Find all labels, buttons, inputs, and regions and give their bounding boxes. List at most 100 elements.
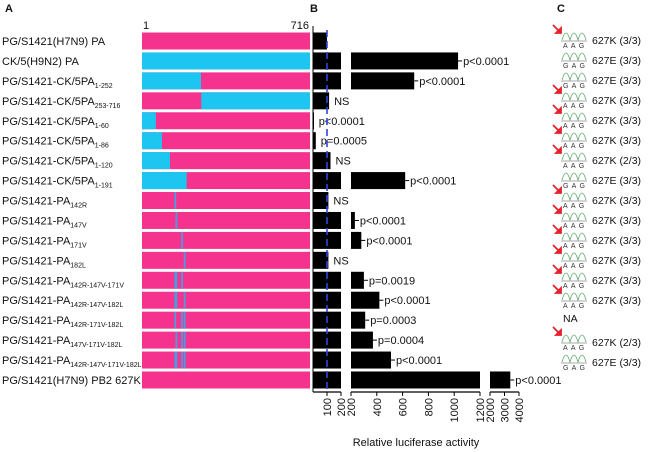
codon-label: AAG [563, 163, 587, 170]
codon-label: AAG [563, 103, 587, 110]
h9n2-segment [142, 172, 187, 190]
arrow-icon [552, 224, 562, 234]
mutation-marker [174, 271, 177, 289]
codon-label: AAG [563, 143, 587, 150]
h9n2-segment [142, 132, 162, 150]
sequencing-result: AAG 627K (3/3) [552, 284, 641, 310]
construct-bar [142, 271, 310, 289]
codon-label: AAG [563, 263, 587, 270]
row: PG/S1421-CK/5PA1-60 p<0.0001 [2, 112, 365, 130]
chromatogram-icon [561, 212, 587, 222]
luciferase-bar [490, 371, 511, 389]
p-value-label: p<0.0001 [366, 235, 412, 247]
codon-label: AAG [563, 243, 587, 250]
p-value-label: p<0.0001 [396, 355, 442, 367]
mutation-marker [181, 271, 183, 289]
row: PG/S1421-PA142R NS [2, 192, 349, 210]
x-axis-label: Relative luciferase activity [353, 437, 480, 449]
sequencing-result: AAG 627K (3/3) [552, 224, 641, 250]
row-label: PG/S1421-PA171V [2, 235, 87, 249]
luciferase-bar [351, 271, 364, 289]
p-value-label: p<0.0001 [410, 176, 456, 188]
construct-bar [142, 231, 310, 249]
construct-bar [142, 351, 310, 369]
sequencing-result: AAG 627K (3/3) [552, 84, 641, 110]
mutation-marker [183, 331, 186, 349]
row-label: PG/S1421-CK/5PA253-716 [2, 96, 121, 110]
mutation-marker [183, 251, 186, 269]
row: PG/S1421(H7N9) PB2 627K p<0.0001 [2, 371, 561, 389]
luciferase-bar [351, 172, 406, 190]
codon-label: GAG [563, 365, 588, 372]
x-tick-label: 1000 [449, 398, 461, 422]
h9n2-segment [201, 92, 310, 110]
mutation-marker [181, 351, 183, 369]
row-label: PG/S1421-PA142R-147V-171V [2, 275, 124, 289]
codon-label: GAG [563, 63, 588, 70]
sequencing-result: AAG 627K (3/3) [552, 184, 641, 210]
row-label: PG/S1421-PA142R-147V-171V-182L [2, 355, 142, 369]
codon-label: AAG [563, 303, 587, 310]
x-tick-label: 100 [322, 398, 334, 416]
construct-bar [142, 251, 310, 269]
luciferase-bar [313, 152, 331, 170]
mutation-marker [181, 231, 183, 249]
luciferase-bar [313, 132, 316, 150]
p-value-label: NS [333, 255, 348, 267]
p-value-label: p=0.0004 [378, 335, 424, 347]
luciferase-bar [313, 172, 341, 190]
sequencing-result: AAG 627K (3/3) [552, 24, 641, 50]
arrow-icon [552, 264, 562, 274]
row: PG/S1421-CK/5PA253-716 NS [2, 92, 349, 110]
sequencing-result: GAG 627E (3/3) [561, 354, 641, 372]
arrow-icon [552, 84, 562, 94]
chromatogram-icon [561, 152, 587, 162]
row: PG/S1421(H7N9) PA [2, 32, 327, 50]
row-label: CK/5(H9N2) PA [2, 56, 79, 68]
luciferase-bar [351, 311, 366, 329]
row-label: PG/S1421-CK/5PA1-86 [2, 136, 109, 150]
chromatogram-icon [561, 72, 587, 82]
chromatogram-icon [561, 292, 587, 302]
sequencing-result: GAG 627E (3/3) [561, 72, 641, 90]
mutation-marker [174, 311, 177, 329]
mutation-marker [175, 331, 178, 349]
luciferase-bar [351, 52, 459, 70]
construct-end-label: 716 [291, 20, 309, 32]
mutation-marker [174, 192, 177, 210]
row-label: PG/S1421-PA142R-171V-182L [2, 315, 123, 329]
panel-label-a: A [5, 3, 13, 15]
construct-bar [142, 192, 310, 210]
luciferase-bar [351, 72, 415, 90]
construct-bar [142, 211, 310, 229]
luciferase-bar [351, 291, 380, 309]
genotype-label: 627K (2/3) [592, 155, 641, 167]
mutation-marker [183, 291, 186, 309]
mutation-marker [174, 291, 177, 309]
sequencing-result: AAG 627K (3/3) [552, 264, 641, 290]
h9n2-segment [142, 72, 201, 90]
x-tick-label: 1200 [475, 398, 487, 422]
row: PG/S1421-PA142R-147V-171V p=0.0019 [2, 271, 415, 289]
genotype-label: 627K (3/3) [592, 35, 641, 47]
construct-bar [142, 371, 310, 389]
genotype-label: 627E (3/3) [592, 55, 641, 67]
sequencing-result: GAG 627E (3/3) [561, 172, 641, 190]
mutation-marker [175, 351, 178, 369]
mutation-marker [174, 351, 177, 369]
codon-label: AAG [563, 123, 587, 130]
chromatogram-icon [561, 252, 587, 262]
luciferase-bar [313, 371, 341, 389]
construct-bar [142, 291, 310, 309]
row-label: PG/S1421-PA182L [2, 255, 86, 269]
p-value-label: p=0.0019 [369, 275, 415, 287]
arrow-icon [552, 244, 562, 254]
construct-bar [142, 112, 310, 130]
row-label: PG/S1421-PA147V-171V-182L [2, 335, 123, 349]
genotype-label: 627K (3/3) [592, 275, 641, 287]
chromatogram-icon [561, 32, 587, 42]
x-tick-label: 3000 [500, 398, 512, 422]
arrow-icon [552, 24, 562, 34]
luciferase-bar [313, 251, 329, 269]
